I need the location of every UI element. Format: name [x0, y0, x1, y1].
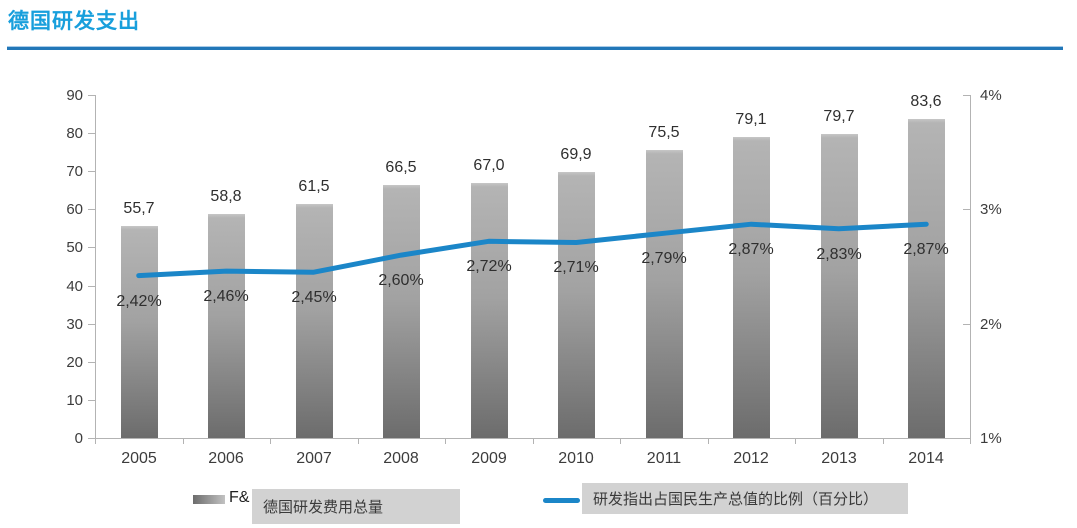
y-left-tick-label: 50	[66, 239, 83, 256]
y-left-tick	[88, 247, 95, 248]
line-series-swatch-icon	[543, 498, 580, 503]
y-left-tick-label: 80	[66, 125, 83, 142]
bar-series-label-partial: F&	[229, 489, 250, 506]
line-point-label: 2,46%	[203, 288, 249, 305]
x-tick	[270, 438, 271, 444]
y-right-tick	[963, 438, 970, 439]
line-series-overlay-label: 研发指出占国民生产总值的比例（百分比）	[582, 483, 908, 514]
x-tick-label: 2009	[471, 450, 507, 467]
bar-2013	[821, 134, 858, 438]
y-left-tick-label: 30	[66, 316, 83, 333]
bar-2008	[383, 185, 420, 438]
line-point-label: 2,60%	[378, 272, 424, 289]
bar-value-label: 67,0	[473, 157, 505, 174]
bar-2005	[121, 226, 158, 438]
bar-2006	[208, 214, 245, 438]
x-tick	[358, 438, 359, 444]
x-tick	[533, 438, 534, 444]
y-left-tick	[88, 400, 95, 401]
y-left-tick	[88, 133, 95, 134]
x-tick-label: 2007	[296, 450, 332, 467]
y-axis-right	[970, 95, 971, 438]
line-point-label: 2,72%	[466, 258, 512, 275]
x-tick	[883, 438, 884, 444]
y-left-tick	[88, 95, 95, 96]
bar-value-label: 83,6	[910, 93, 942, 110]
y-left-tick	[88, 438, 95, 439]
bar-2011	[646, 150, 683, 438]
bar-series-overlay-label: 德国研发费用总量	[252, 489, 460, 524]
x-tick	[970, 438, 971, 444]
x-tick	[95, 438, 96, 444]
y-left-tick	[88, 209, 95, 210]
y-right-tick	[963, 95, 970, 96]
y-axis-left	[95, 95, 96, 438]
title-underline	[7, 46, 1063, 50]
line-point-label: 2,42%	[116, 293, 162, 310]
bar-value-label: 79,7	[823, 108, 855, 125]
y-left-tick-label: 20	[66, 354, 83, 371]
x-tick	[445, 438, 446, 444]
x-tick	[620, 438, 621, 444]
y-right-tick	[963, 209, 970, 210]
bar-value-label: 61,5	[298, 178, 330, 195]
y-right-tick-label: 2%	[980, 316, 1002, 333]
y-left-tick-label: 10	[66, 392, 83, 409]
x-tick-label: 2006	[208, 450, 244, 467]
bar-value-label: 66,5	[385, 159, 417, 176]
bar-2012	[733, 137, 770, 438]
y-left-tick	[88, 362, 95, 363]
bar-2009	[471, 183, 508, 438]
y-left-tick-label: 90	[66, 87, 83, 104]
x-tick	[183, 438, 184, 444]
x-tick-label: 2014	[908, 450, 944, 467]
bar-2014	[908, 119, 945, 438]
y-left-tick	[88, 171, 95, 172]
x-tick-label: 2013	[821, 450, 857, 467]
bar-value-label: 69,9	[560, 146, 592, 163]
y-right-tick-label: 3%	[980, 201, 1002, 218]
line-point-label: 2,87%	[728, 241, 774, 258]
y-right-tick	[963, 324, 970, 325]
x-tick-label: 2008	[383, 450, 419, 467]
line-point-label: 2,83%	[816, 246, 862, 263]
bar-2010	[558, 172, 595, 438]
y-left-tick-label: 60	[66, 201, 83, 218]
bar-value-label: 58,8	[210, 188, 242, 205]
page-title: 德国研发支出	[8, 10, 140, 33]
bar-value-label: 79,1	[735, 111, 767, 128]
y-left-tick	[88, 286, 95, 287]
bar-series-swatch-icon	[193, 495, 225, 504]
bar-value-label: 75,5	[648, 124, 680, 141]
y-right-tick-label: 4%	[980, 87, 1002, 104]
x-tick-label: 2011	[646, 450, 682, 467]
y-left-tick-label: 0	[74, 430, 83, 447]
x-tick-label: 2012	[733, 450, 769, 467]
line-point-label: 2,71%	[553, 259, 599, 276]
x-tick	[795, 438, 796, 444]
bar-2007	[296, 204, 333, 438]
line-point-label: 2,45%	[291, 289, 337, 306]
y-right-tick-label: 1%	[980, 430, 1002, 447]
y-left-tick-label: 70	[66, 163, 83, 180]
y-left-tick	[88, 324, 95, 325]
x-tick	[708, 438, 709, 444]
line-point-label: 2,79%	[641, 250, 687, 267]
y-left-tick-label: 40	[66, 278, 83, 295]
x-tick-label: 2010	[558, 450, 594, 467]
x-axis	[95, 438, 971, 439]
bar-value-label: 55,7	[123, 200, 155, 217]
x-tick-label: 2005	[121, 450, 157, 467]
line-point-label: 2,87%	[903, 241, 949, 258]
